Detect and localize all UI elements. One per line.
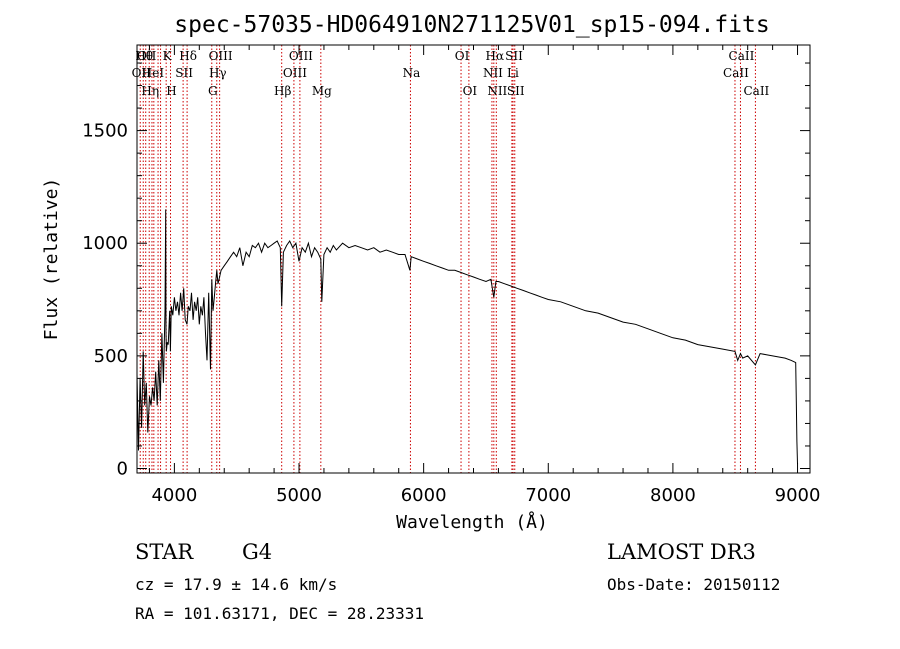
- line-marker-label: Hδ: [179, 49, 197, 63]
- subclass: G4: [242, 540, 273, 564]
- line-marker-label: NII: [487, 84, 507, 98]
- line-marker-label: OI: [455, 49, 470, 63]
- cz-value: cz = 17.9 ± 14.6 km/s: [135, 575, 338, 594]
- x-tick-label: 9000: [775, 485, 821, 506]
- line-marker-label: OI: [463, 84, 478, 98]
- obs-date: Obs-Date: 20150112: [607, 575, 781, 594]
- spectral-line-labels: OIIHθOIIHηHeIKHSIIHδGHγOIIIHβOIIIOIIIMgN…: [132, 49, 770, 98]
- line-marker-label: CaII: [723, 66, 749, 80]
- line-marker-label: Na: [403, 66, 421, 80]
- x-tick-label: 6000: [401, 485, 447, 506]
- line-marker-label: CaII: [729, 49, 755, 63]
- line-marker-label: K: [163, 49, 173, 63]
- x-tick-label: 7000: [525, 485, 571, 506]
- plot-frame: [136, 44, 811, 474]
- coordinates: RA = 101.63171, DEC = 28.23331: [135, 604, 424, 623]
- x-tick-label: 4000: [151, 485, 197, 506]
- y-axis-label: Flux (relative): [41, 178, 62, 341]
- line-marker-label: SII: [175, 66, 193, 80]
- line-marker-label: Hβ: [274, 84, 291, 98]
- line-marker-label: Hθ: [135, 49, 153, 63]
- line-marker-label: Hη: [141, 84, 159, 98]
- line-marker-label: HeI: [142, 66, 165, 80]
- survey-name: LAMOST DR3: [607, 540, 756, 564]
- line-marker-label: G: [208, 84, 218, 98]
- object-type: STAR: [135, 540, 194, 564]
- line-marker-label: OII: [137, 49, 157, 63]
- spectrum-line: [136, 209, 798, 465]
- line-marker-label: SII: [505, 49, 523, 63]
- y-tick-label: 1000: [82, 233, 128, 254]
- line-marker-label: H: [166, 84, 176, 98]
- chart-title: spec-57035-HD064910N271125V01_sp15-094.f…: [174, 12, 769, 38]
- line-marker-label: Li: [507, 66, 519, 80]
- spectral-line-markers: [139, 45, 756, 473]
- y-tick-label: 500: [94, 346, 128, 367]
- line-marker-label: Hγ: [209, 66, 227, 80]
- line-marker-label: OIII: [283, 66, 307, 80]
- line-marker-label: Mg: [312, 84, 332, 98]
- x-axis-label: Wavelength (Å): [396, 511, 548, 533]
- x-axis-ticks: 4000 5000 6000 7000 8000 9000: [148, 45, 821, 506]
- line-marker-label: SII: [507, 84, 525, 98]
- line-marker-label: OIII: [209, 49, 233, 63]
- line-marker-label: CaII: [743, 84, 769, 98]
- line-marker-label: Hα: [486, 49, 505, 63]
- y-tick-label: 0: [117, 458, 128, 479]
- line-marker-label: OII: [132, 66, 152, 80]
- y-tick-label: 1500: [82, 121, 128, 142]
- y-axis-ticks: 0 500 1000 1500: [82, 62, 810, 479]
- x-tick-label: 5000: [276, 485, 322, 506]
- line-marker-label: NII: [483, 66, 503, 80]
- x-tick-label: 8000: [650, 485, 696, 506]
- line-marker-label: OIII: [289, 49, 313, 63]
